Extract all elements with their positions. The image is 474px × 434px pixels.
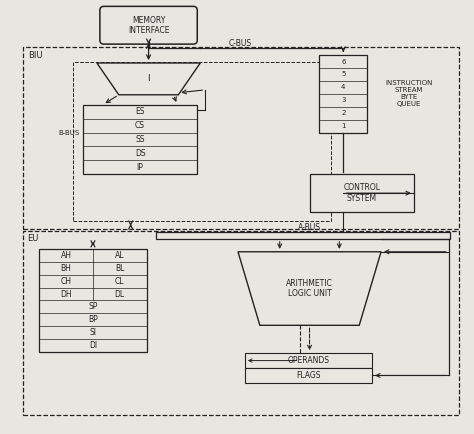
Polygon shape (238, 252, 381, 326)
Text: AH: AH (61, 251, 72, 260)
Polygon shape (97, 63, 200, 95)
Text: CONTROL
SYSTEM: CONTROL SYSTEM (343, 184, 380, 203)
Text: 3: 3 (341, 97, 346, 103)
Bar (73, 62, 331, 221)
Bar (83, 105, 197, 174)
Text: 2: 2 (341, 110, 346, 116)
Text: SS: SS (136, 135, 145, 144)
Text: 5: 5 (341, 72, 346, 77)
Text: C-BUS: C-BUS (228, 39, 252, 48)
Text: AL: AL (115, 251, 125, 260)
Text: OPERANDS: OPERANDS (288, 356, 329, 365)
Text: BP: BP (88, 316, 98, 324)
Text: FLAGS: FLAGS (296, 371, 321, 380)
Text: 6: 6 (341, 59, 346, 65)
Text: ARITHMETIC
LOGIC UNIT: ARITHMETIC LOGIC UNIT (286, 279, 333, 298)
Text: IP: IP (137, 163, 144, 172)
Text: BL: BL (115, 264, 125, 273)
Bar (310, 174, 414, 212)
Text: ES: ES (136, 107, 145, 116)
Text: BIU: BIU (28, 50, 43, 59)
Bar (245, 353, 372, 368)
Text: MEMORY
INTERFACE: MEMORY INTERFACE (128, 16, 169, 35)
Text: A-BUS: A-BUS (298, 224, 321, 233)
Text: CL: CL (115, 276, 125, 286)
Text: DI: DI (89, 341, 97, 350)
Text: DS: DS (135, 149, 146, 158)
Bar (155, 232, 450, 239)
Text: SI: SI (90, 328, 96, 337)
Text: SP: SP (88, 302, 98, 312)
Bar (23, 231, 458, 415)
Text: EU: EU (27, 234, 39, 243)
Text: 4: 4 (341, 84, 346, 90)
Text: CH: CH (61, 276, 72, 286)
Text: B-BUS: B-BUS (59, 129, 80, 135)
Text: I: I (147, 74, 150, 83)
FancyBboxPatch shape (100, 7, 197, 44)
Text: 1: 1 (341, 123, 346, 129)
Bar (245, 368, 372, 383)
Text: BH: BH (61, 264, 72, 273)
Text: DL: DL (115, 289, 125, 299)
Bar (39, 249, 146, 352)
Text: DH: DH (60, 289, 72, 299)
Text: CS: CS (135, 121, 145, 130)
Text: INSTRUCTION
STREAM
BYTE
QUEUE: INSTRUCTION STREAM BYTE QUEUE (385, 80, 433, 107)
Bar (319, 55, 367, 132)
Bar (23, 47, 458, 229)
